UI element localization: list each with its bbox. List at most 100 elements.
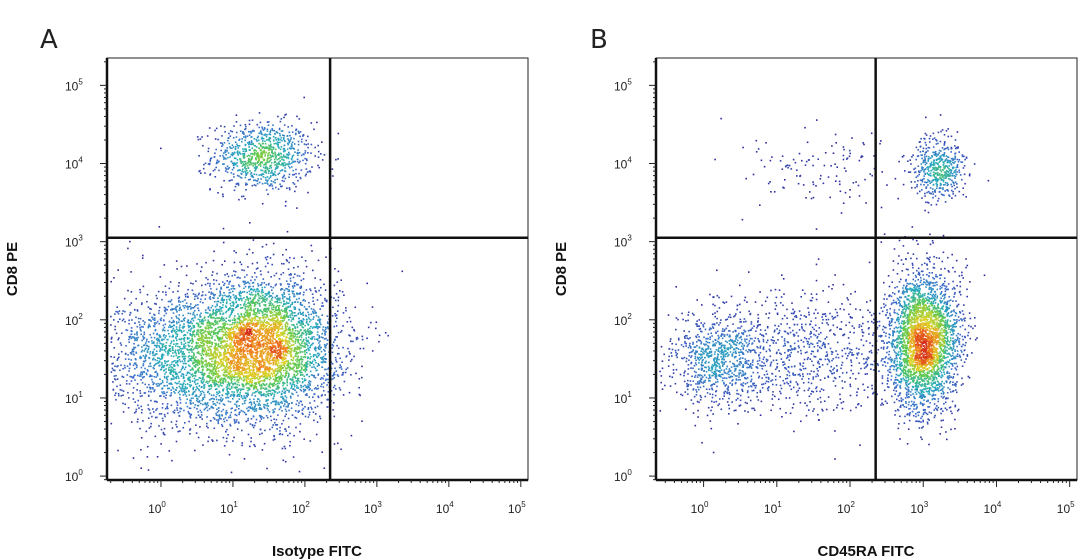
event-dot (296, 283, 298, 286)
event-dot (265, 283, 268, 286)
event-dot (268, 151, 270, 154)
event-dot (252, 371, 254, 373)
event-dot (240, 361, 242, 364)
event-dot (247, 319, 249, 321)
event-dot (208, 309, 211, 311)
event-dot (310, 332, 313, 335)
event-dot (265, 372, 268, 374)
event-dot (209, 282, 211, 285)
event-dot (277, 323, 280, 326)
event-dot (182, 314, 184, 317)
event-dot (225, 411, 227, 414)
event-dot (261, 324, 263, 326)
event-dot (246, 331, 249, 333)
event-dot (224, 333, 227, 335)
event-dot (262, 380, 264, 382)
event-dot (252, 239, 255, 241)
event-dot (252, 344, 254, 346)
event-dot (250, 279, 252, 282)
event-dot (249, 340, 252, 343)
event-dot (275, 332, 277, 334)
event-dot (283, 159, 285, 162)
event-dot (247, 179, 250, 181)
event-dot (190, 282, 192, 284)
event-dot (276, 334, 279, 336)
event-dot (286, 325, 289, 328)
event-dot (234, 270, 237, 273)
event-dot (301, 403, 303, 406)
event-dot (285, 400, 287, 403)
event-dot (310, 244, 313, 247)
event-dot (270, 368, 273, 371)
event-dot (222, 154, 224, 157)
event-dot (264, 256, 267, 259)
event-dot (213, 324, 215, 326)
event-dot (263, 406, 265, 408)
event-dot (282, 175, 285, 178)
event-dot (289, 366, 291, 369)
event-dot (288, 285, 290, 288)
event-dot (215, 370, 217, 372)
event-dot (230, 361, 232, 363)
event-dot (272, 148, 275, 150)
event-dot (250, 401, 252, 403)
event-dot (288, 297, 290, 300)
event-dot (238, 138, 241, 141)
event-dot (342, 312, 345, 314)
event-dot (234, 376, 236, 379)
event-dot (258, 132, 260, 135)
event-dot (134, 338, 136, 341)
event-dot (319, 294, 322, 296)
event-dot (283, 365, 286, 368)
event-dot (290, 337, 292, 339)
event-dot (262, 328, 264, 331)
event-dot (234, 345, 237, 348)
event-dot (271, 389, 274, 391)
event-dot (312, 316, 315, 318)
event-dot (325, 327, 328, 329)
event-dot (306, 333, 308, 335)
event-dot (295, 391, 298, 394)
event-dot (354, 306, 357, 309)
event-dot (233, 436, 235, 439)
event-dot (196, 263, 198, 265)
event-dot (300, 366, 303, 369)
event-dot (295, 417, 298, 419)
event-dot (230, 387, 233, 389)
event-dot (202, 376, 204, 379)
event-dot (287, 163, 290, 165)
event-dot (350, 374, 352, 376)
event-dot (233, 332, 235, 335)
event-dot (263, 134, 265, 136)
event-dot (266, 376, 269, 378)
event-dot (136, 338, 138, 340)
event-dot (307, 360, 309, 363)
event-dot (254, 408, 257, 411)
event-dot (260, 292, 263, 294)
event-dot (298, 322, 300, 324)
event-dot (182, 383, 184, 386)
event-dot (285, 259, 288, 261)
event-dot (182, 347, 184, 350)
event-dot (296, 293, 298, 296)
event-dot (281, 163, 284, 166)
event-dot (322, 386, 325, 388)
event-dot (212, 297, 214, 299)
event-dot (221, 263, 223, 266)
event-dot (250, 333, 253, 336)
event-dot (219, 354, 221, 356)
event-dot (268, 322, 270, 325)
event-dot (238, 369, 240, 371)
event-dot (246, 334, 249, 337)
event-dot (279, 170, 282, 172)
event-dot (265, 387, 267, 389)
event-dot (283, 124, 286, 126)
event-dot (308, 380, 311, 382)
event-dot (268, 144, 270, 147)
event-dot (270, 310, 272, 313)
event-dot (248, 282, 251, 285)
event-dot (283, 135, 285, 137)
event-dot (289, 350, 292, 353)
event-dot (228, 416, 230, 418)
